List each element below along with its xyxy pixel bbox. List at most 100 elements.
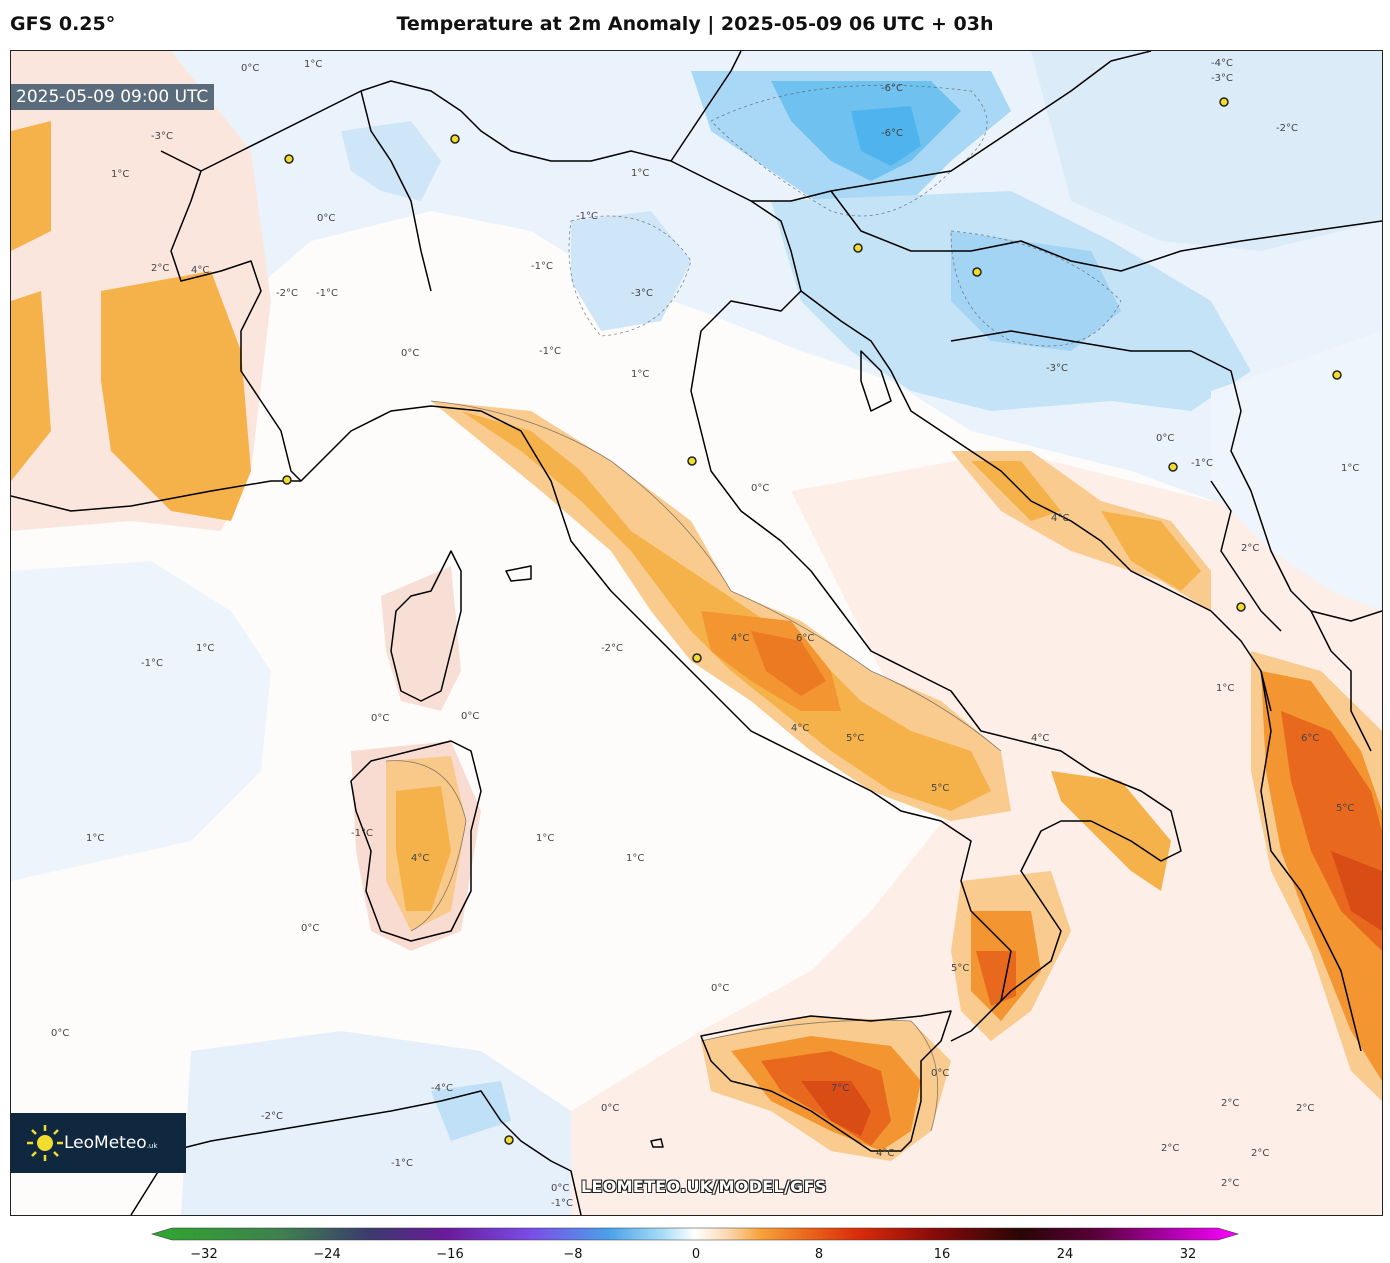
contour-label: -1°C — [141, 658, 163, 669]
contour-label: -6°C — [881, 83, 903, 94]
city-marker — [1168, 462, 1178, 472]
colorbar-tick-label: 0 — [691, 1247, 701, 1262]
city-marker — [450, 134, 460, 144]
colorbar-tick-label: 32 — [1179, 1247, 1197, 1262]
contour-label: 4°C — [731, 633, 749, 644]
contour-label: 2°C — [1296, 1103, 1314, 1114]
contour-label: 1°C — [1216, 683, 1234, 694]
contour-label: 1°C — [196, 643, 214, 654]
contour-label: -3°C — [631, 288, 653, 299]
contour-label: -4°C — [431, 1083, 453, 1094]
contour-label: 5°C — [931, 783, 949, 794]
city-marker — [284, 154, 294, 164]
logo-suffix: .uk — [146, 1142, 158, 1150]
city-marker — [972, 267, 982, 277]
contour-label: 0°C — [751, 483, 769, 494]
contour-label: 0°C — [371, 713, 389, 724]
contour-label: 0°C — [1156, 433, 1174, 444]
contour-label: 0°C — [317, 213, 335, 224]
contour-label: 0°C — [461, 711, 479, 722]
city-marker — [692, 653, 702, 663]
colorbar-tick-label: −32 — [190, 1247, 218, 1262]
colorbar-ramp — [150, 1227, 1240, 1241]
contour-label: -6°C — [881, 128, 903, 139]
contour-label: 1°C — [626, 853, 644, 864]
contour-labels: 0°C 1°C 1°C -3°C 2°C 4°C -2°C 0°C -1°C 1°C -1°C -1°… — [51, 58, 1359, 1209]
contour-label: 1°C — [536, 833, 554, 844]
contour-label: 4°C — [1031, 733, 1049, 744]
contour-label: 1°C — [304, 59, 322, 70]
city-marker — [504, 1135, 514, 1145]
colorbar-tick-label: −16 — [436, 1247, 464, 1262]
contour-label: 4°C — [411, 853, 429, 864]
city-marker — [687, 456, 697, 466]
contour-label: -1°C — [551, 1198, 573, 1209]
contour-label: 2°C — [1161, 1143, 1179, 1154]
contour-label: 1°C — [631, 168, 649, 179]
contour-label: 7°C — [831, 1083, 849, 1094]
city-marker — [1219, 97, 1229, 107]
contour-label: 0°C — [401, 348, 419, 359]
contour-label: 0°C — [711, 983, 729, 994]
contour-label: -1°C — [576, 211, 598, 222]
contour-label: 1°C — [86, 833, 104, 844]
map-panel: 0°C 1°C 1°C -3°C 2°C 4°C -2°C 0°C -1°C 1°C -1°C -1°… — [10, 50, 1383, 1216]
contour-label: 6°C — [1301, 733, 1319, 744]
colorbar-tick-label: 24 — [1056, 1247, 1074, 1262]
contour-label: 5°C — [951, 963, 969, 974]
city-marker — [1332, 370, 1342, 380]
logo-text: LeoMeteo.uk — [64, 1133, 157, 1153]
contour-label: 4°C — [791, 723, 809, 734]
contour-label: 0°C — [301, 923, 319, 934]
contour-label: 5°C — [846, 733, 864, 744]
contour-label: 2°C — [1241, 543, 1259, 554]
contour-label: 6°C — [796, 633, 814, 644]
city-marker — [282, 475, 292, 485]
contour-label: -3°C — [1046, 363, 1068, 374]
contour-label: 2°C — [1221, 1178, 1239, 1189]
contour-label: -1°C — [539, 346, 561, 357]
contour-label: 4°C — [876, 1148, 894, 1159]
contour-label: -2°C — [1276, 123, 1298, 134]
contour-label: -2°C — [276, 288, 298, 299]
contour-label: -1°C — [531, 261, 553, 272]
colorbar-tick-label: 16 — [933, 1247, 951, 1262]
contour-label: 2°C — [151, 263, 169, 274]
city-markers — [282, 97, 1342, 1145]
colorbar-tick-label: 8 — [814, 1247, 824, 1262]
city-marker — [1236, 602, 1246, 612]
contour-label: 5°C — [1336, 803, 1354, 814]
contour-label: 1°C — [1341, 463, 1359, 474]
contour-label: 2°C — [1221, 1098, 1239, 1109]
logo-name: LeoMeteo — [64, 1133, 147, 1153]
contour-label: 4°C — [1051, 513, 1069, 524]
contour-label: 4°C — [191, 265, 209, 276]
contour-label: 1°C — [631, 369, 649, 380]
contour-label: -1°C — [391, 1158, 413, 1169]
contour-label: -1°C — [316, 288, 338, 299]
anomaly-map: 0°C 1°C 1°C -3°C 2°C 4°C -2°C 0°C -1°C 1°C -1°C -1°… — [11, 51, 1382, 1215]
colorbar — [150, 1227, 1240, 1241]
city-marker — [853, 243, 863, 253]
leometeo-logo: LeoMeteo.uk — [11, 1113, 186, 1173]
watermark: LEOMETEO.UK/MODEL/GFS — [581, 1177, 827, 1196]
contour-label: 0°C — [551, 1183, 569, 1194]
colorbar-tick-label: −8 — [563, 1247, 583, 1262]
contour-label: -2°C — [601, 643, 623, 654]
contour-label: 1°C — [111, 169, 129, 180]
contour-label: 0°C — [241, 63, 259, 74]
contour-label: 0°C — [601, 1103, 619, 1114]
chart-title: Temperature at 2m Anomaly | 2025-05-09 0… — [396, 13, 994, 35]
sun-icon — [27, 1125, 63, 1161]
contour-label: 0°C — [931, 1068, 949, 1079]
contour-label: -2°C — [261, 1111, 283, 1122]
valid-time-label: 2025-05-09 09:00 UTC — [11, 84, 215, 110]
contour-label: -3°C — [151, 131, 173, 142]
colorbar-tick-label: −24 — [313, 1247, 341, 1262]
contour-label: -3°C — [1211, 73, 1233, 84]
contour-label: -1°C — [351, 828, 373, 839]
contour-label: -1°C — [1191, 458, 1213, 469]
model-name: GFS 0.25° — [10, 13, 116, 35]
contour-label: 2°C — [1251, 1148, 1269, 1159]
contour-label: 0°C — [51, 1028, 69, 1039]
